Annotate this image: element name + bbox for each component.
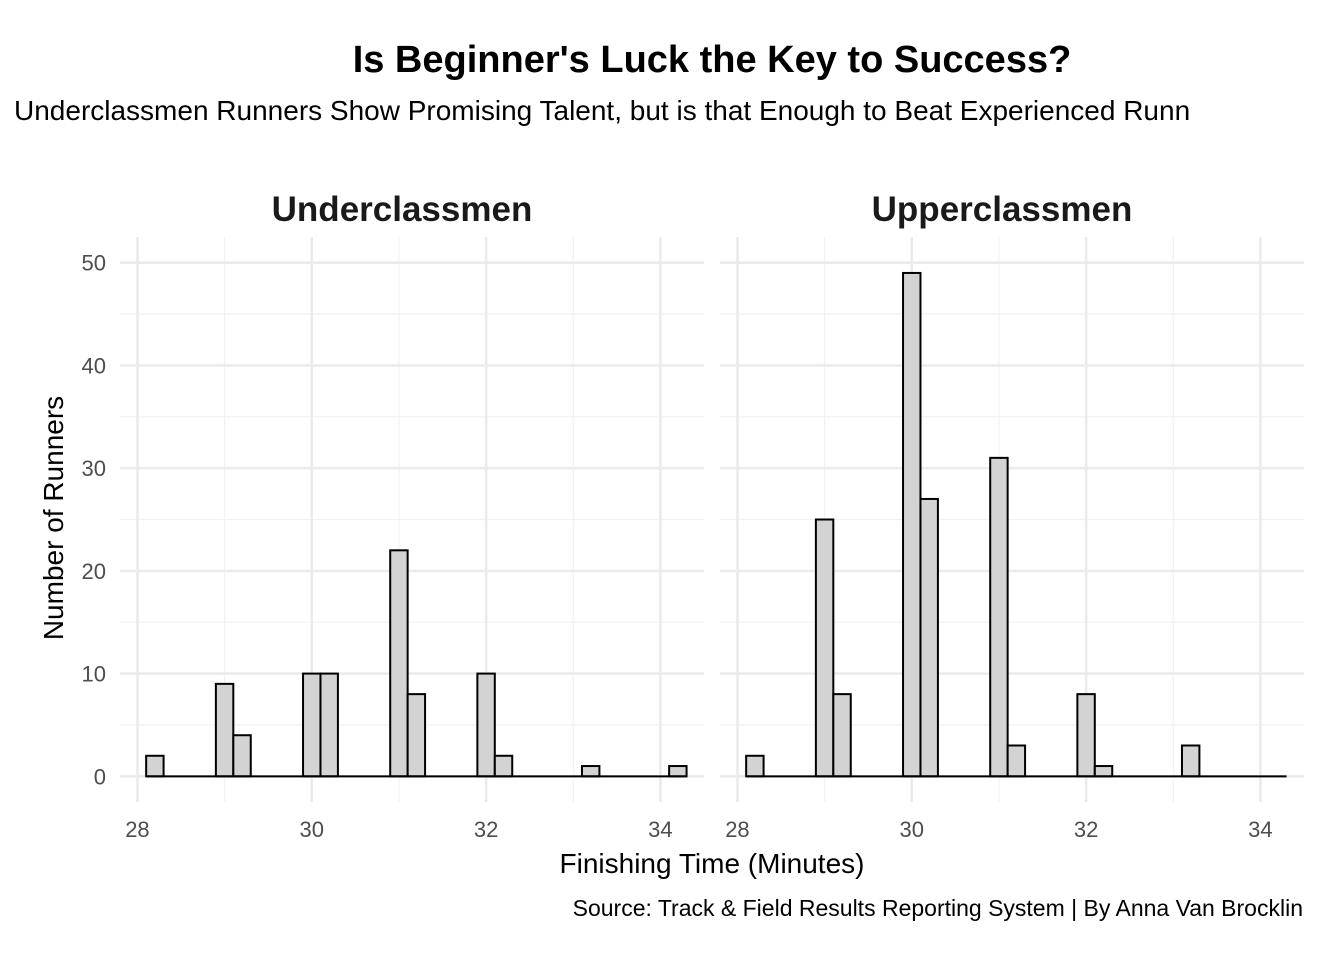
x-tick-label: 32 xyxy=(1074,817,1098,842)
facet-label: Upperclassmen xyxy=(872,190,1133,229)
x-tick-label: 30 xyxy=(300,817,324,842)
y-tick-label: 40 xyxy=(82,353,106,378)
histogram-bar xyxy=(1093,765,1114,778)
histogram-bar xyxy=(919,497,939,778)
chart-title: Is Beginner's Luck the Key to Success? xyxy=(353,39,1072,81)
facet-panels: Underclassmen 28 30 32 34 0 10 20 30 40 50 Uppercla… xyxy=(82,190,1304,842)
x-tick-label: 34 xyxy=(648,817,672,842)
x-axis-title: Finishing Time (Minutes) xyxy=(560,848,865,879)
y-tick-label: 50 xyxy=(82,251,106,276)
histogram-bar xyxy=(232,734,252,778)
y-tick-label: 0 xyxy=(94,764,106,789)
chart-subtitle: Underclassmen Runners Show Promising Tal… xyxy=(14,95,1190,126)
histogram-bar xyxy=(1006,744,1027,778)
facet-panel-upperclassmen: Upperclassmen 28 30 32 34 xyxy=(720,190,1304,842)
histogram-bar xyxy=(302,672,322,778)
histogram-bar xyxy=(668,765,688,778)
histogram-bar xyxy=(1076,693,1096,778)
histogram-bar xyxy=(406,693,427,778)
y-axis-title: Number of Runners xyxy=(38,396,69,640)
histogram-bar xyxy=(476,672,496,778)
x-tick-label: 30 xyxy=(900,817,924,842)
facet-label: Underclassmen xyxy=(272,190,533,229)
x-tick-label: 28 xyxy=(125,817,149,842)
histogram-bar xyxy=(814,518,835,778)
x-tick-label: 32 xyxy=(474,817,498,842)
histogram-bar xyxy=(319,672,339,778)
histogram-bar xyxy=(989,456,1009,778)
chart-caption: Source: Track & Field Results Reporting … xyxy=(573,895,1303,921)
histogram-bar xyxy=(902,271,922,778)
histogram-bar xyxy=(832,693,852,778)
x-tick-label: 34 xyxy=(1248,817,1272,842)
histogram-bar xyxy=(389,549,409,778)
histogram-bar xyxy=(1180,744,1201,778)
histogram-bar xyxy=(745,754,765,778)
histogram-bar xyxy=(580,765,601,778)
x-tick-label: 28 xyxy=(725,817,749,842)
histogram-bar xyxy=(214,682,235,778)
histogram-bar xyxy=(145,754,165,778)
y-tick-label: 20 xyxy=(82,559,106,584)
y-tick-label: 10 xyxy=(82,662,106,687)
histogram-bar xyxy=(493,754,514,778)
facet-panel-underclassmen: Underclassmen 28 30 32 34 0 10 20 30 40 50 xyxy=(82,190,704,842)
y-tick-label: 30 xyxy=(82,456,106,481)
